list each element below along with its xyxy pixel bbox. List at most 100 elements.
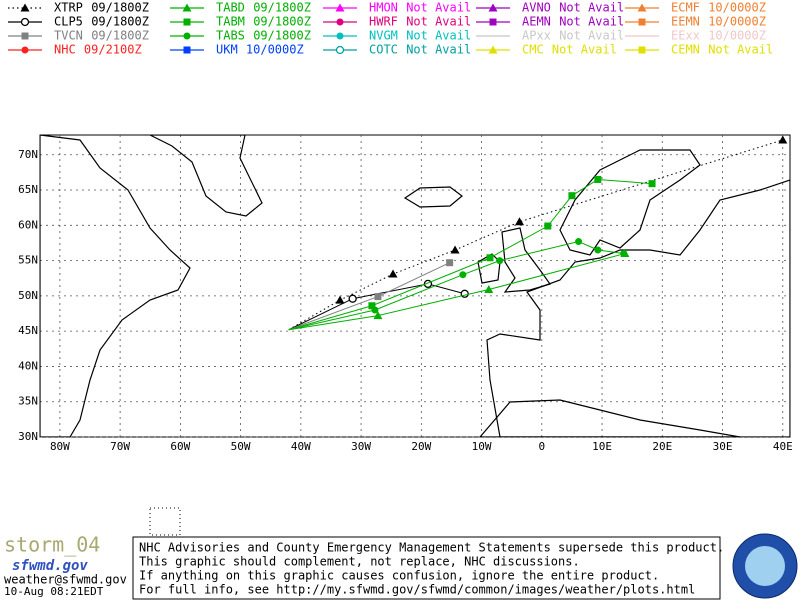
disclaimer: NHC Advisories and County Emergency Mana… bbox=[139, 541, 724, 597]
legend-name: UKM bbox=[216, 43, 238, 57]
legend-name: CLP5 bbox=[54, 15, 83, 29]
legend-status: 10/0000Z bbox=[708, 29, 766, 43]
marker bbox=[488, 45, 498, 54]
legend-entry: AVNO Not Avail bbox=[476, 1, 624, 15]
legend-name: TABS bbox=[216, 29, 245, 43]
legend-entry: AEMN Not Avail bbox=[476, 15, 624, 29]
legend-status: Not Avail bbox=[708, 43, 773, 57]
track-line bbox=[288, 253, 626, 331]
marker bbox=[648, 180, 656, 188]
legend-name: HWRF bbox=[369, 15, 398, 29]
legend-status: 10/0000Z bbox=[708, 15, 766, 29]
legend-name: TABM bbox=[216, 15, 245, 29]
legend-name: APxx bbox=[522, 29, 551, 43]
legend-entry: TVCN 09/1800Z bbox=[8, 29, 149, 43]
x-tick-label: 40W bbox=[291, 440, 311, 453]
x-tick-label: 50W bbox=[231, 440, 251, 453]
legend-status: 09/2100Z bbox=[84, 43, 142, 57]
marker bbox=[21, 46, 29, 54]
legend-entry: NVGM Not Avail bbox=[323, 29, 471, 43]
legend-status: 09/1800Z bbox=[253, 15, 311, 29]
legend-entry: HMON Not Avail bbox=[323, 1, 471, 15]
legend-name: EExx bbox=[671, 29, 700, 43]
legend-entry: CLP5 09/1800Z bbox=[8, 15, 149, 29]
disclaimer-line: NHC Advisories and County Emergency Mana… bbox=[139, 541, 724, 555]
legend: XTRP 09/1800Z CLP5 09/1800Z TVCN 09/1800Z NHC 0… bbox=[8, 1, 773, 57]
contact: weather@sfwmd.gov bbox=[4, 573, 127, 587]
legend-entry: UKM 10/0000Z bbox=[170, 43, 304, 57]
y-tick-label: 35N bbox=[18, 395, 38, 408]
legend-status: Not Avail bbox=[559, 29, 624, 43]
legend-name: NVGM bbox=[369, 29, 398, 43]
marker bbox=[348, 294, 357, 303]
marker bbox=[371, 306, 379, 314]
disclaimer-line: If anything on this graphic causes confu… bbox=[139, 569, 659, 583]
legend-status: Not Avail bbox=[406, 43, 471, 57]
y-tick-label: 55N bbox=[18, 254, 38, 267]
marker bbox=[182, 3, 192, 12]
legend-name: CEMN bbox=[671, 43, 700, 57]
marker bbox=[575, 238, 583, 246]
legend-status: Not Avail bbox=[552, 43, 617, 57]
marker bbox=[544, 222, 552, 230]
legend-status: Not Avail bbox=[406, 1, 471, 15]
x-tick-label: 0 bbox=[538, 440, 545, 453]
legend-status: 09/1800Z bbox=[91, 1, 149, 15]
marker bbox=[620, 250, 628, 258]
agency-seal-inner bbox=[745, 546, 785, 586]
legend-status: Not Avail bbox=[559, 1, 624, 15]
y-tick-label: 40N bbox=[18, 359, 38, 372]
marker bbox=[335, 3, 345, 12]
legend-entry: HWRF Not Avail bbox=[323, 15, 471, 29]
x-tick-label: 40E bbox=[773, 440, 793, 453]
legend-entry: ECMF 10/0000Z bbox=[625, 1, 766, 15]
legend-status: 09/1800Z bbox=[91, 15, 149, 29]
legend-entry: XTRP 09/1800Z bbox=[8, 1, 149, 15]
marker bbox=[183, 18, 191, 26]
marker bbox=[496, 257, 504, 265]
legend-status: 09/1800Z bbox=[253, 29, 311, 43]
legend-name: TABD bbox=[216, 1, 245, 15]
disclaimer-line: For full info, see http://my.sfwmd.gov/s… bbox=[139, 583, 695, 597]
tracks bbox=[288, 135, 788, 331]
x-tick-label: 80W bbox=[50, 440, 70, 453]
legend-status: 09/1800Z bbox=[253, 1, 311, 15]
marker bbox=[778, 135, 788, 144]
north-africa bbox=[479, 399, 741, 437]
disclaimer-line: This graphic should complement, not repl… bbox=[139, 555, 580, 569]
legend-entry: TABM 09/1800Z bbox=[170, 15, 311, 29]
x-tick-label: 20W bbox=[411, 440, 431, 453]
legend-entry: NHC 09/2100Z bbox=[8, 43, 142, 57]
legend-name: CMC bbox=[522, 43, 544, 57]
legend-name: AVNO bbox=[522, 1, 551, 15]
marker bbox=[336, 32, 344, 40]
legend-entry: COTC Not Avail bbox=[323, 43, 471, 57]
legend-name: NHC bbox=[54, 43, 76, 57]
marker bbox=[594, 246, 602, 254]
x-tick-label: 30E bbox=[713, 440, 733, 453]
legend-status: 09/1800Z bbox=[91, 29, 149, 43]
legend-entry: EEMN 10/0000Z bbox=[625, 15, 766, 29]
legend-status: Not Avail bbox=[406, 15, 471, 29]
legend-entry: EExx 10/0000Z bbox=[625, 29, 766, 43]
marker bbox=[488, 3, 498, 12]
storm-id: storm_04 bbox=[4, 533, 100, 557]
legend-entry: APxx Not Avail bbox=[476, 29, 624, 43]
marker bbox=[21, 32, 29, 40]
site-logo: sfwmd.gov bbox=[12, 558, 88, 574]
timestamp: 10-Aug 08:21EDT bbox=[4, 585, 104, 598]
legend-name: ECMF bbox=[671, 1, 700, 15]
y-tick-label: 30N bbox=[18, 430, 38, 443]
legend-status: Not Avail bbox=[406, 29, 471, 43]
greenland bbox=[149, 135, 263, 217]
legend-name: COTC bbox=[369, 43, 398, 57]
x-tick-label: 30W bbox=[351, 440, 371, 453]
coastlines bbox=[40, 135, 790, 437]
y-tick-label: 65N bbox=[18, 183, 38, 196]
marker bbox=[515, 217, 525, 226]
marker bbox=[183, 46, 191, 54]
x-tick-label: 70W bbox=[110, 440, 130, 453]
marker bbox=[446, 259, 454, 267]
marker bbox=[638, 18, 646, 26]
